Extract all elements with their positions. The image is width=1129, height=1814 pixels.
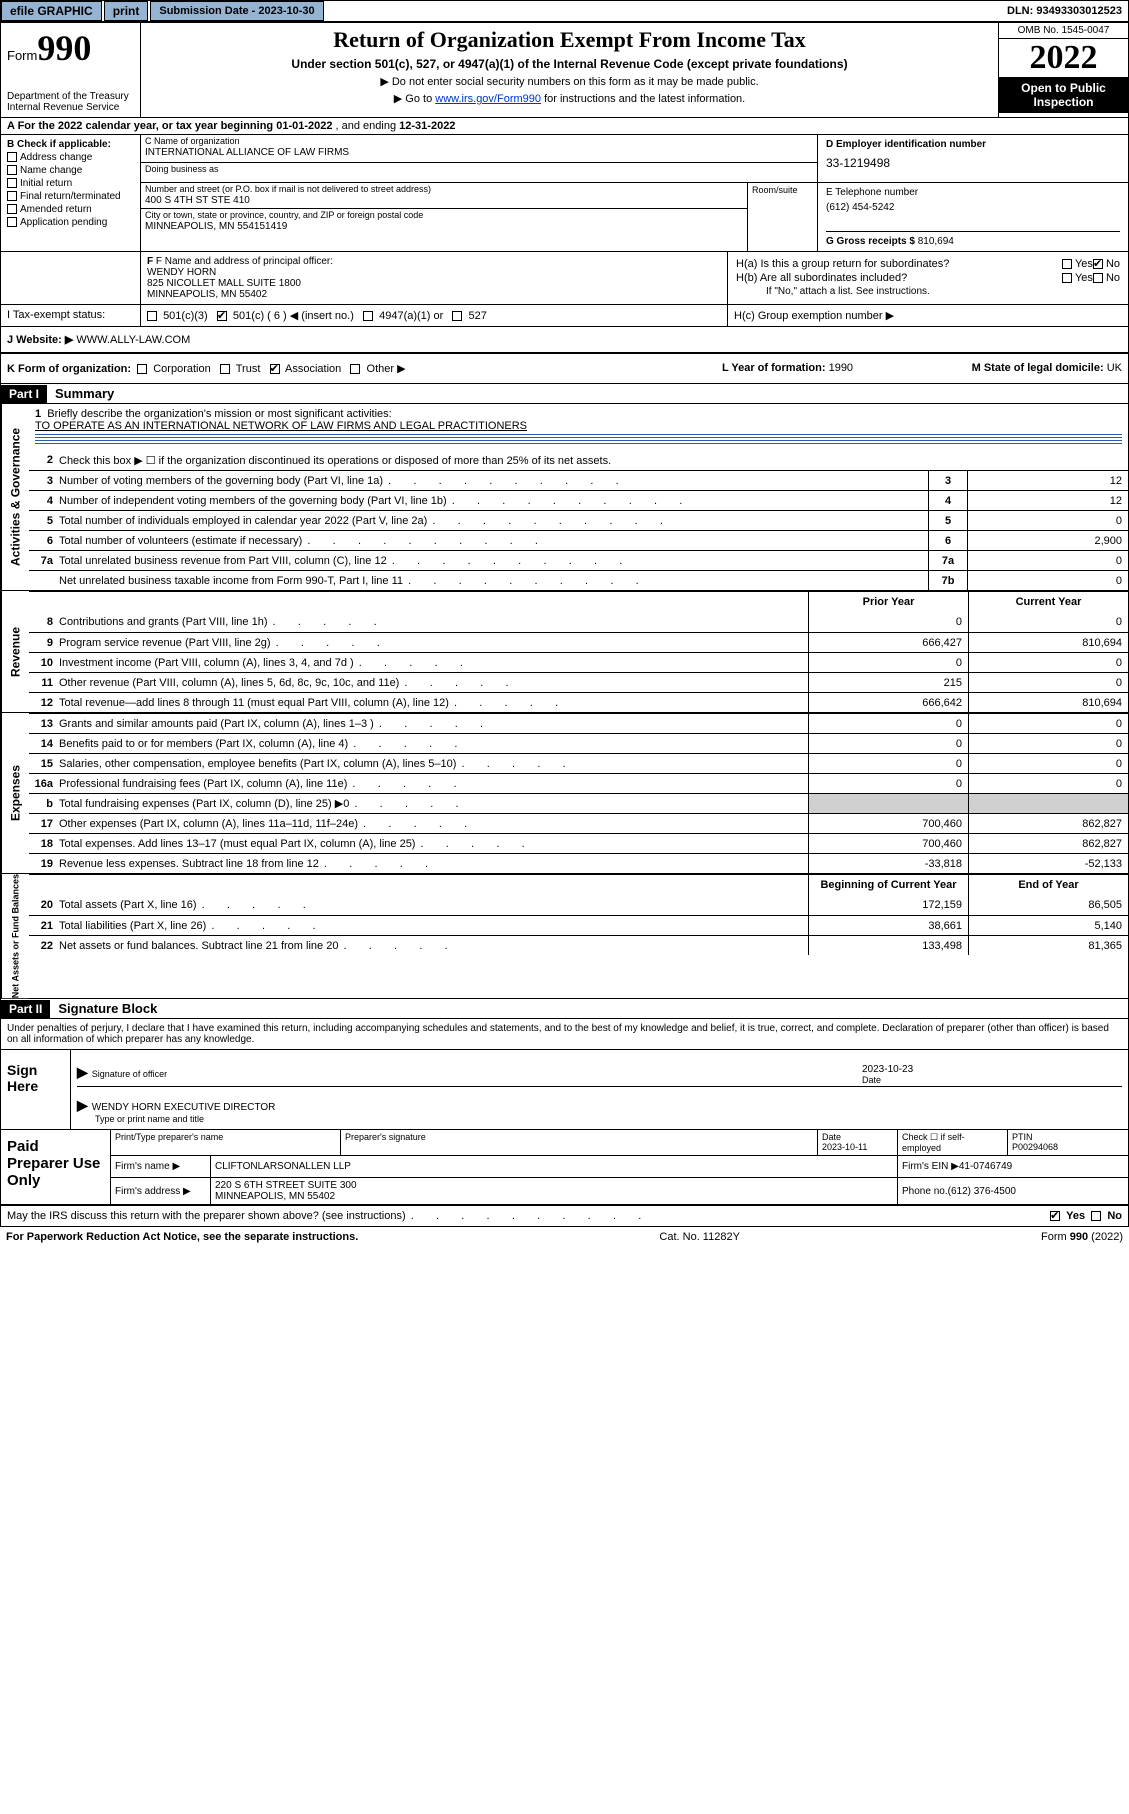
summary-line: 8Contributions and grants (Part VIII, li… [29,612,1128,632]
efile-graphic-button[interactable]: efile GRAPHIC [1,1,102,21]
summary-line: 9Program service revenue (Part VIII, lin… [29,632,1128,652]
signature-declaration: Under penalties of perjury, I declare th… [1,1019,1128,1050]
tax-exempt-label: I Tax-exempt status: [1,305,141,326]
ein-block: D Employer identification number 33-1219… [818,135,1128,182]
summary-line: 2Check this box ▶ ☐ if the organization … [29,450,1128,470]
year-cell: OMB No. 1545-0047 2022 Open to Public In… [998,23,1128,117]
summary-line: 19Revenue less expenses. Subtract line 1… [29,853,1128,873]
form-id-cell: Form990 Department of the Treasury Inter… [1,23,141,117]
paid-preparer-label: Paid Preparer Use Only [1,1130,111,1204]
summary-line: 22Net assets or fund balances. Subtract … [29,935,1128,955]
top-toolbar: efile GRAPHIC print Submission Date - 20… [0,0,1129,22]
vtab-net-assets: Net Assets or Fund Balances [1,874,29,998]
summary-line: 18Total expenses. Add lines 13–17 (must … [29,833,1128,853]
summary-line: 12Total revenue—add lines 8 through 11 (… [29,692,1128,712]
summary-line: 5Total number of individuals employed in… [29,510,1128,530]
summary-line: 14Benefits paid to or for members (Part … [29,733,1128,753]
group-return-block: H(a) Is this a group return for subordin… [728,252,1128,304]
telephone-block: E Telephone number (612) 454-5242 G Gros… [818,183,1128,251]
summary-line: 10Investment income (Part VIII, column (… [29,652,1128,672]
summary-line: 15Salaries, other compensation, employee… [29,753,1128,773]
summary-line: 7aTotal unrelated business revenue from … [29,550,1128,570]
summary-line: 4Number of independent voting members of… [29,490,1128,510]
room-suite: Room/suite [748,183,818,251]
irs-discuss-row: May the IRS discuss this return with the… [1,1205,1128,1226]
vtab-revenue: Revenue [1,591,29,712]
summary-line: 20Total assets (Part X, line 16)172,1598… [29,895,1128,915]
summary-line: 21Total liabilities (Part X, line 26)38,… [29,915,1128,935]
summary-line: 17Other expenses (Part IX, column (A), l… [29,813,1128,833]
dln-value: DLN: 93493303012523 [1007,5,1128,17]
summary-line: 16aProfessional fundraising fees (Part I… [29,773,1128,793]
submission-date: Submission Date - 2023-10-30 [150,1,323,21]
form-title-cell: Return of Organization Exempt From Incom… [141,23,998,117]
summary-line: Net unrelated business taxable income fr… [29,570,1128,590]
principal-officer: F F Name and address of principal office… [141,252,728,304]
paid-preparer-block: Print/Type preparer's name Preparer's si… [111,1130,1128,1204]
summary-line: 6Total number of volunteers (estimate if… [29,530,1128,550]
sign-here-label: Sign Here [1,1050,71,1129]
address-block: Number and street (or P.O. box if mail i… [141,183,748,251]
form-title: Return of Organization Exempt From Incom… [151,27,988,53]
part-i-header: Part I [1,385,47,403]
print-button[interactable]: print [104,1,149,21]
col-header-prior-current: Prior Year Current Year [29,591,1128,612]
org-name-block: C Name of organization INTERNATIONAL ALL… [141,135,818,182]
summary-line: 3Number of voting members of the governi… [29,470,1128,490]
vtab-expenses: Expenses [1,713,29,873]
tax-exempt-options: 501(c)(3) 501(c) ( 6 ) ◀ (insert no.) 49… [141,305,728,326]
part-i-title: Summary [47,384,122,403]
col-header-begin-end: Beginning of Current Year End of Year [29,874,1128,895]
website-row: J Website: ▶ WWW.ALLY-LAW.COM [1,327,728,352]
irs-link[interactable]: www.irs.gov/Form990 [435,93,541,105]
sign-here-block: ▶Signature of officer 2023-10-23Date ▶WE… [71,1050,1128,1129]
check-b-block: B Check if applicable: Address change Na… [1,135,141,251]
footer-row: For Paperwork Reduction Act Notice, see … [0,1227,1129,1247]
part-ii-header: Part II [1,1000,50,1018]
summary-line: bTotal fundraising expenses (Part IX, co… [29,793,1128,813]
summary-line: 13Grants and similar amounts paid (Part … [29,713,1128,733]
part-ii-title: Signature Block [50,999,165,1018]
vtab-governance: Activities & Governance [1,404,29,590]
tax-period: A For the 2022 calendar year, or tax yea… [1,118,1128,135]
form-of-org: K Form of organization: Corporation Trus… [1,354,1128,384]
summary-line: 11Other revenue (Part VIII, column (A), … [29,672,1128,692]
group-exemption: H(c) Group exemption number ▶ [728,305,1128,326]
mission-block: 1 Briefly describe the organization's mi… [29,404,1128,450]
